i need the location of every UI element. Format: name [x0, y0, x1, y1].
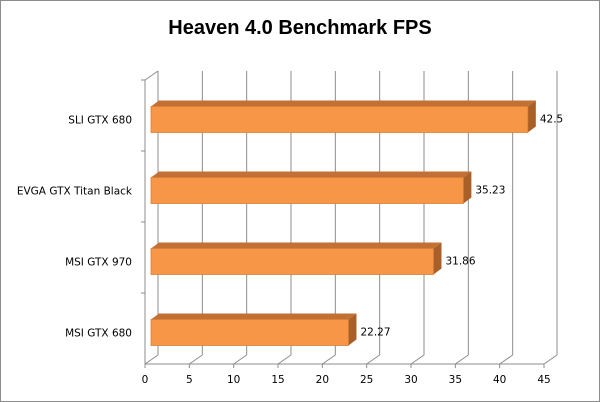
floor-line	[144, 354, 159, 365]
x-tick-label: 10	[227, 374, 240, 386]
bar-top	[151, 171, 472, 178]
x-tick-label: 5	[186, 374, 193, 386]
bar	[150, 319, 349, 346]
floor-line	[233, 354, 247, 365]
x-tick-label: 0	[142, 374, 149, 386]
bar-side	[433, 242, 442, 275]
x-tick-label: 20	[316, 374, 329, 386]
x-tick-label: 35	[449, 374, 462, 386]
bar-top	[151, 313, 357, 320]
floor-line	[410, 354, 425, 365]
bar-side	[463, 171, 472, 204]
floor-line	[322, 354, 336, 365]
data-label: 22.27	[360, 327, 390, 339]
bar	[150, 106, 529, 133]
category-label: EVGA GTX Titan Black	[17, 186, 133, 198]
data-label: 42.5	[540, 114, 563, 126]
floor-line	[189, 354, 203, 365]
bar-top	[151, 100, 536, 107]
floor-line	[277, 354, 292, 365]
bar-side	[348, 313, 357, 346]
bar-side	[527, 100, 536, 133]
bar-top	[151, 242, 442, 249]
category-label: SLI GTX 680	[68, 115, 132, 127]
left-wall-top	[144, 70, 159, 81]
x-tick-label: 40	[493, 374, 506, 386]
x-tick-label: 15	[271, 374, 284, 386]
bar	[150, 177, 464, 204]
chart-title: Heaven 4.0 Benchmark FPS	[168, 17, 431, 39]
floor-line	[499, 354, 513, 365]
bar	[150, 248, 434, 275]
data-label: 35.23	[475, 185, 505, 197]
x-tick-label: 30	[404, 374, 417, 386]
floor-line	[366, 354, 380, 365]
x-tick-label: 25	[360, 374, 373, 386]
category-label: MSI GTX 680	[65, 328, 132, 340]
category-label: MSI GTX 970	[65, 257, 132, 269]
floor-line	[455, 354, 469, 365]
floor-line	[543, 354, 558, 365]
data-label: 31.86	[445, 256, 475, 268]
x-tick-label: 45	[537, 374, 550, 386]
